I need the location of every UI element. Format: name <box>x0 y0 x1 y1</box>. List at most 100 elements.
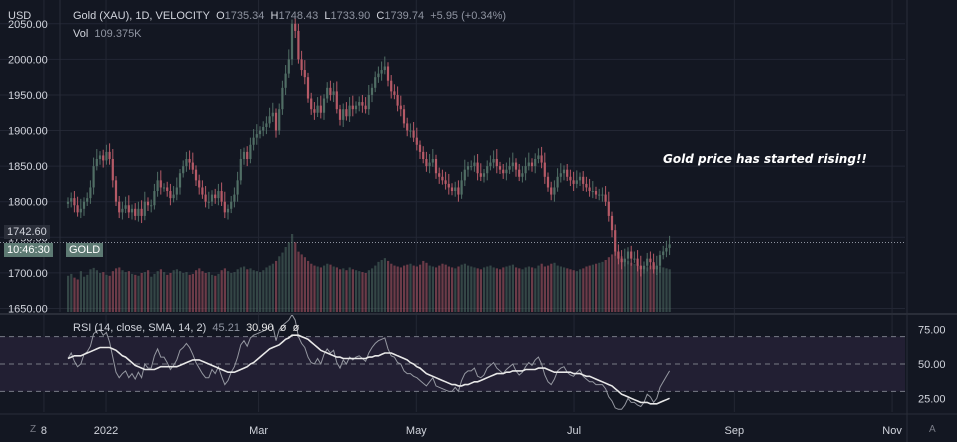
volume-bar <box>614 250 617 312</box>
candle-body <box>390 80 393 92</box>
volume-bar <box>652 263 655 312</box>
candle-body <box>335 91 338 110</box>
candle-body <box>434 159 438 174</box>
price-tick-label: 1850.00 <box>8 161 48 173</box>
candle-body <box>348 105 351 117</box>
candle-body <box>153 191 156 206</box>
volume-bar <box>86 274 89 312</box>
volume-bar <box>348 267 351 312</box>
volume-label[interactable]: Vol <box>73 28 89 40</box>
zoom-corner-left[interactable]: Z <box>30 424 37 435</box>
candle-body <box>207 201 210 203</box>
rsi-line <box>67 313 671 410</box>
candle-body <box>572 180 575 184</box>
volume-bar <box>134 274 137 312</box>
candle-body <box>466 166 470 170</box>
candle-body <box>98 155 102 159</box>
volume-bar <box>393 265 396 312</box>
volume-bar <box>444 264 447 312</box>
candle-body <box>460 180 463 195</box>
volume-bar <box>303 257 306 312</box>
volume-bar <box>623 259 626 312</box>
rsi-label[interactable]: RSI (14, close, SMA, 14, 2) <box>73 322 207 334</box>
volume-bar <box>601 261 604 312</box>
volume-bar <box>223 268 226 312</box>
rsi-tick-label: 75.00 <box>918 325 946 337</box>
volume-bar <box>380 260 383 312</box>
candle-body <box>482 173 486 177</box>
candle-body <box>351 105 354 110</box>
volume-bar <box>76 279 79 312</box>
candle-body <box>649 258 652 263</box>
candle-body <box>524 166 527 174</box>
volume-bar <box>313 265 316 312</box>
candle-body <box>665 247 668 252</box>
price-tick-label: 1800.00 <box>8 197 48 209</box>
volume-bar <box>502 267 505 312</box>
candle-body <box>479 173 482 177</box>
volume-bar <box>169 273 172 312</box>
candle-body <box>626 251 630 259</box>
volume-bar <box>598 262 601 312</box>
volume-bar <box>345 270 348 312</box>
volume-bar <box>630 262 633 312</box>
candle-body <box>262 126 265 131</box>
price-tick-label: 2000.00 <box>8 54 48 66</box>
symbol-title[interactable]: Gold (XAU), 1D, VELOCITY <box>73 10 210 22</box>
volume-bar <box>124 272 127 312</box>
rsi-value-1: 45.21 <box>212 322 240 334</box>
candle-body <box>662 251 665 256</box>
candle-body <box>265 123 268 127</box>
volume-bar <box>633 263 636 312</box>
candle-body <box>527 162 530 167</box>
rsi-tick-label: 25.00 <box>918 393 946 405</box>
candle-body <box>76 205 79 213</box>
volume-bar <box>230 273 233 312</box>
candle-body <box>284 73 287 88</box>
volume-bar <box>307 260 310 312</box>
candle-body <box>258 130 262 135</box>
symbol-tag: GOLD <box>66 243 104 257</box>
volume-bar <box>332 266 335 312</box>
candle-body <box>354 105 358 110</box>
candle-body <box>178 173 182 188</box>
volume-bar <box>454 268 457 312</box>
volume-bar <box>636 264 639 312</box>
volume-bar <box>508 265 511 312</box>
candle-body <box>623 258 626 263</box>
volume-bar <box>419 264 422 312</box>
candle-body <box>252 137 255 145</box>
candle-body <box>146 201 150 206</box>
candle-body <box>233 194 236 202</box>
volume-bar <box>499 269 502 312</box>
volume-bar <box>460 264 463 312</box>
volume-bar <box>233 272 236 312</box>
auto-scale-button[interactable]: A <box>929 424 936 435</box>
candle-body <box>428 162 431 167</box>
volume-bar <box>559 266 562 312</box>
candle-body <box>409 130 412 132</box>
candle-body <box>543 162 546 177</box>
volume-bar <box>441 263 444 312</box>
candle-body <box>294 23 297 31</box>
volume-bar <box>476 268 479 312</box>
price-tick-label: 1700.00 <box>8 268 48 280</box>
volume-bar <box>108 275 111 312</box>
candle-body <box>172 194 175 199</box>
chart-annotation[interactable]: Gold price has started rising!! <box>663 152 867 166</box>
candle-body <box>358 102 361 106</box>
volume-bar <box>89 269 92 312</box>
candle-body <box>223 201 226 213</box>
candle-body <box>310 98 313 110</box>
volume-bar <box>281 252 284 312</box>
candle-body <box>604 194 607 202</box>
volume-bar <box>220 270 223 312</box>
time-tick-label: 8 <box>41 425 47 437</box>
axis-labels: 1650.001700.001750.001800.001850.001900.… <box>8 19 946 437</box>
candle-body <box>393 91 396 95</box>
candle-body <box>217 191 220 199</box>
high-value: 1748.43 <box>278 10 319 22</box>
candle-body <box>386 66 390 81</box>
